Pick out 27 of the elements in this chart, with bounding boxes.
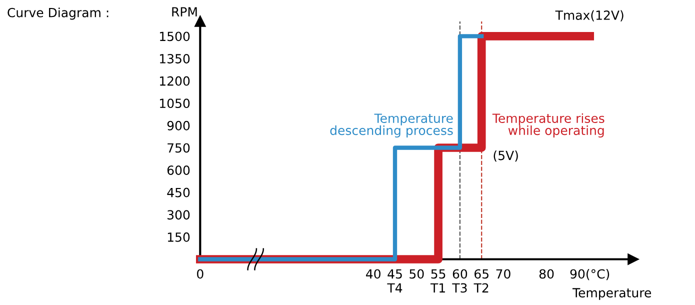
x-tick-label: 45 T4 bbox=[387, 269, 402, 292]
y-tick-label: 1500 bbox=[160, 32, 190, 42]
y-tick-label: 1350 bbox=[160, 54, 190, 64]
y-axis-title: RPM bbox=[172, 7, 197, 16]
x-tick-label: 0 bbox=[197, 269, 204, 279]
y-tick-label: 450 bbox=[167, 188, 190, 198]
x-axis-title: Temperature bbox=[572, 288, 652, 300]
y-tick-label: 1050 bbox=[160, 98, 190, 108]
x-tick-label: 40 bbox=[366, 269, 380, 279]
y-tick-label: 150 bbox=[168, 232, 190, 242]
annotation: Tmax(12V) bbox=[555, 10, 624, 22]
x-tick-label: 90(°C) bbox=[570, 268, 610, 280]
y-tick-label: 600 bbox=[167, 166, 190, 175]
text: Curve Diagram : bbox=[8, 8, 108, 20]
series-label: Temperature descending process bbox=[330, 114, 453, 138]
x-tick-label: 60 T3 bbox=[452, 269, 468, 293]
annotation: (5V) bbox=[494, 150, 518, 162]
x-tick-label: 80 bbox=[539, 269, 554, 279]
y-tick-label: 750 bbox=[168, 143, 190, 153]
x-tick-label: 65 T2 bbox=[474, 269, 488, 292]
series-label: Temperature rises while operating bbox=[492, 113, 604, 138]
x-tick-label: 70 bbox=[496, 269, 510, 279]
y-tick-label: 300 bbox=[168, 210, 190, 220]
x-tick-label: 50 bbox=[410, 269, 424, 279]
y-tick-label: 900 bbox=[167, 120, 190, 130]
y-tick-label: 1200 bbox=[160, 76, 190, 86]
x-tick-label: 55 T1 bbox=[430, 269, 446, 292]
